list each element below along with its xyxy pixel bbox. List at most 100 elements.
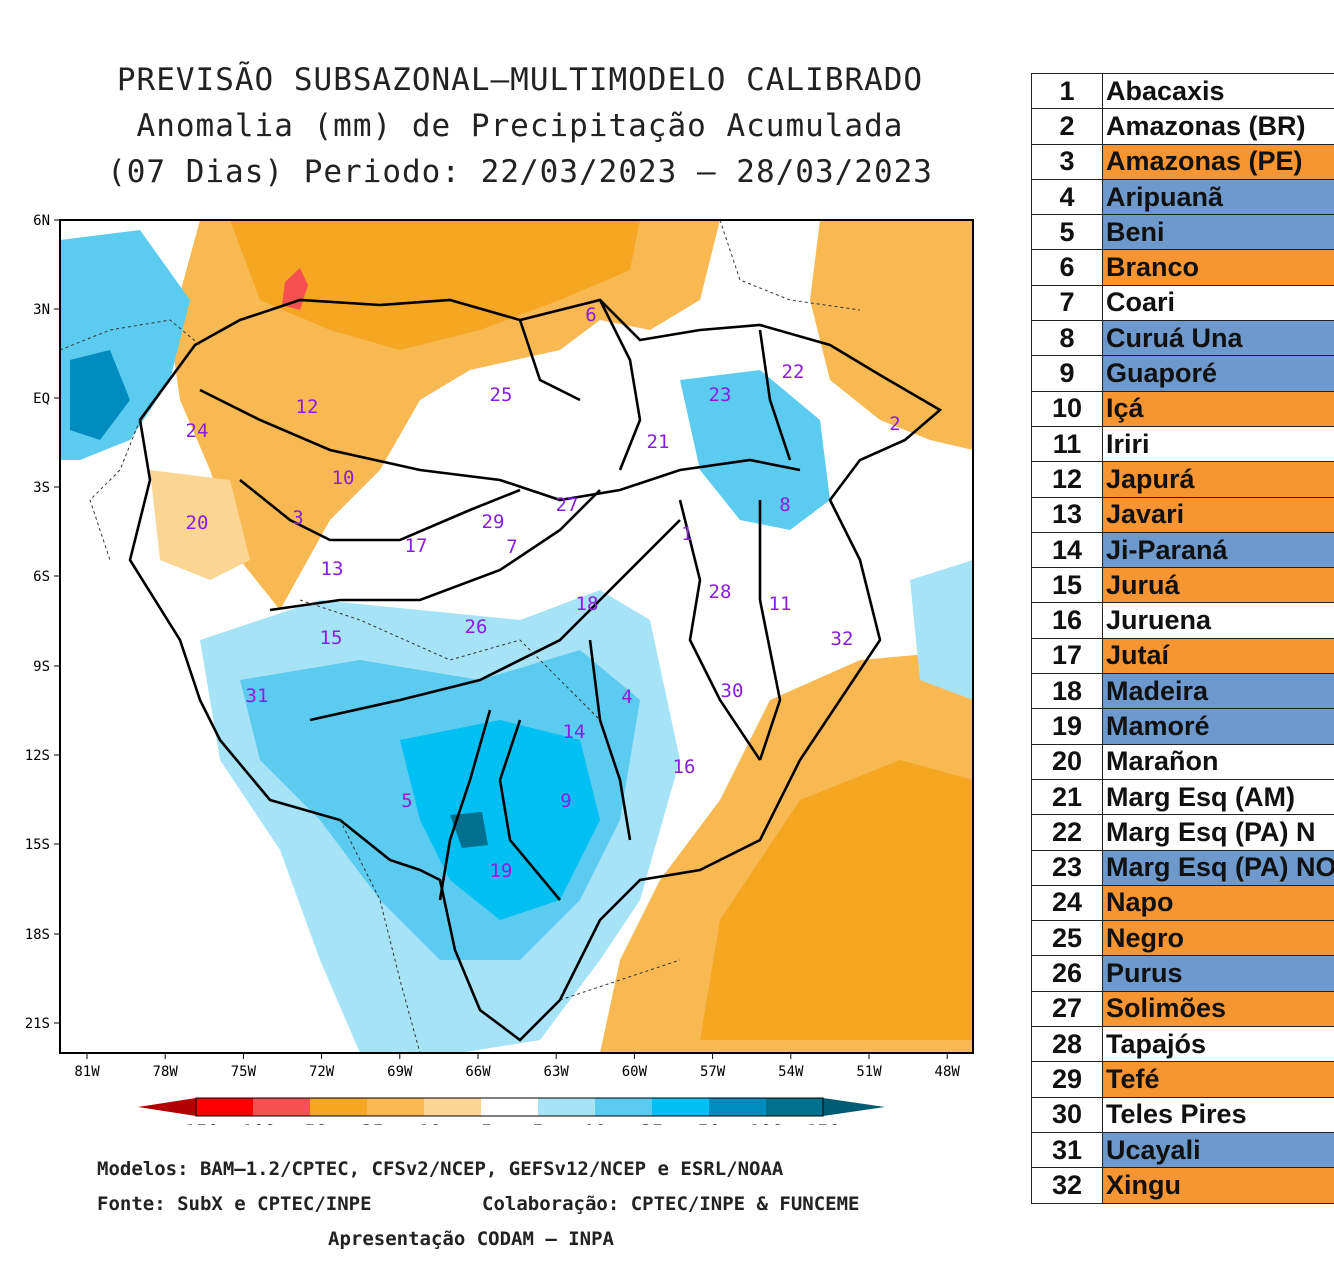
table-row: 23 Marg Esq (PA) NO xyxy=(1031,849,1334,886)
basin-number: 18 xyxy=(1031,673,1103,710)
lon-tick-label: 66W xyxy=(465,1064,491,1080)
lon-tick-label: 81W xyxy=(74,1064,100,1080)
colorbar-label: −100 xyxy=(230,1121,276,1125)
basin-number: 1 xyxy=(1031,72,1103,110)
table-row: 12 Japurá xyxy=(1031,461,1334,498)
basin-number-label: 11 xyxy=(769,593,792,615)
basin-number-label: 31 xyxy=(246,685,269,707)
table-row: 5 Beni xyxy=(1031,214,1334,251)
colorbar-left-triangle xyxy=(138,1098,196,1116)
latitude-axis: 6N 3N EQ 3S 6S 9S 12S 15S 18S 21S xyxy=(25,213,60,1032)
basin-number: 7 xyxy=(1031,284,1103,322)
footer-models: Modelos: BAM—1.2/CPTEC, CFSv2/NCEP, GEFS… xyxy=(97,1158,784,1180)
table-row: 21 Marg Esq (AM) xyxy=(1031,778,1334,816)
colorbar-label: −5 xyxy=(470,1121,493,1125)
colorbar-label: −50 xyxy=(293,1121,327,1125)
wet-anomaly-east-edge xyxy=(910,560,973,700)
basin-number: 16 xyxy=(1031,602,1103,639)
table-row: 18 Madeira xyxy=(1031,673,1334,710)
colorbar-labels: −150 −100 −50 −25 −10 −5 5 10 25 50 100 150 xyxy=(173,1121,840,1125)
colorbar-label: 5 xyxy=(532,1121,543,1125)
map-title-line-2: Anomalia (mm) de Precipitação Acumulada xyxy=(136,108,904,144)
precipitation-anomaly-map: 6N 3N EQ 3S 6S 9S 12S 15S 18S 21S 81W 78W 75W 72W 69W… xyxy=(25,213,974,1125)
basin-boundaries xyxy=(128,298,943,1042)
basin-name: Juruena xyxy=(1102,602,1334,639)
basin-number: 15 xyxy=(1031,567,1103,604)
basin-number-label: 32 xyxy=(831,628,854,650)
basin-number-label: 2 xyxy=(889,413,900,435)
basin-number: 21 xyxy=(1031,778,1103,816)
basin-number-label: 27 xyxy=(556,494,579,516)
basin-number: 27 xyxy=(1031,990,1103,1028)
map-title-line-3: (07 Dias) Periodo: 22/03/2023 — 28/03/20… xyxy=(107,154,933,190)
colorbar-swatch xyxy=(652,1098,709,1116)
basin-number: 29 xyxy=(1031,1061,1103,1098)
lat-tick-label: 18S xyxy=(25,927,50,943)
basin-number-label: 28 xyxy=(709,581,732,603)
basin-number: 12 xyxy=(1031,461,1103,498)
table-row: 19 Mamoré xyxy=(1031,708,1334,745)
table-row: 3 Amazonas (PE) xyxy=(1031,143,1334,180)
wet-anomaly-east-central xyxy=(680,370,830,530)
basin-name: Madeira xyxy=(1102,673,1334,710)
lon-tick-label: 54W xyxy=(778,1064,804,1080)
basin-number: 11 xyxy=(1031,425,1103,463)
basin-name: Mamoré xyxy=(1102,708,1334,745)
table-row: 16 Juruena xyxy=(1031,602,1334,639)
lon-tick-label: 60W xyxy=(622,1064,648,1080)
footer-source: Fonte: SubX e CPTEC/INPE xyxy=(97,1193,372,1215)
table-row: 10 Içá xyxy=(1031,390,1334,427)
colorbar-swatch xyxy=(538,1098,595,1116)
basin-name: Abacaxis xyxy=(1102,72,1334,110)
anomaly-field xyxy=(60,220,973,1053)
basin-name: Amazonas (PE) xyxy=(1102,143,1334,180)
basin-number-label: 20 xyxy=(186,512,209,534)
table-row: 22 Marg Esq (PA) N xyxy=(1031,814,1334,851)
basin-number-label: 23 xyxy=(709,384,732,406)
lat-tick-label: 21S xyxy=(25,1016,50,1032)
basin-name: Marg Esq (AM) xyxy=(1102,778,1334,816)
table-row: 17 Jutaí xyxy=(1031,637,1334,675)
table-row: 9 Guaporé xyxy=(1031,355,1334,392)
colorbar xyxy=(138,1097,885,1117)
basin-number-label: 15 xyxy=(320,627,343,649)
table-row: 26 Purus xyxy=(1031,955,1334,992)
lon-tick-label: 57W xyxy=(700,1064,726,1080)
basin-name: Napo xyxy=(1102,884,1334,922)
table-row: 31 Ucayali xyxy=(1031,1131,1334,1169)
colorbar-swatch xyxy=(709,1098,766,1116)
basin-number: 22 xyxy=(1031,814,1103,851)
basin-number: 4 xyxy=(1031,178,1103,216)
lon-tick-label: 78W xyxy=(153,1064,179,1080)
basin-number-label: 19 xyxy=(490,860,513,882)
lon-tick-label: 51W xyxy=(856,1064,882,1080)
lat-tick-label: 3N xyxy=(33,302,50,318)
basin-number: 25 xyxy=(1031,920,1103,957)
dry-anomaly-northeast xyxy=(810,220,973,450)
basin-name: Curuá Una xyxy=(1102,320,1334,357)
basin-number: 2 xyxy=(1031,108,1103,145)
longitude-axis: 81W 78W 75W 72W 69W 66W 63W 60W 57W 54W 51W 48W xyxy=(74,1053,960,1080)
basin-number: 20 xyxy=(1031,743,1103,780)
footer-collaboration: Colaboração: CPTEC/INPE & FUNCEME xyxy=(482,1193,860,1215)
dry-anomaly-north-core xyxy=(230,220,640,350)
basin-name: Branco xyxy=(1102,249,1334,286)
lat-tick-label: 15S xyxy=(25,837,50,853)
basin-number-label: 9 xyxy=(560,790,571,812)
basin-name: Ucayali xyxy=(1102,1131,1334,1169)
basin-name: Japurá xyxy=(1102,461,1334,498)
colorbar-swatch xyxy=(310,1098,367,1116)
table-row: 25 Negro xyxy=(1031,920,1334,957)
basin-number-label: 3 xyxy=(292,507,303,529)
colorbar-label: −150 xyxy=(173,1121,219,1125)
basin-name: Ji-Paraná xyxy=(1102,531,1334,569)
basin-name: Javari xyxy=(1102,496,1334,533)
basin-name: Iriri xyxy=(1102,425,1334,463)
basin-number-label: 13 xyxy=(321,558,344,580)
basin-name: Tefé xyxy=(1102,1061,1334,1098)
table-row: 14 Ji-Paraná xyxy=(1031,531,1334,569)
table-row: 29 Tefé xyxy=(1031,1061,1334,1098)
table-row: 6 Branco xyxy=(1031,249,1334,286)
basin-number-label: 4 xyxy=(621,686,632,708)
basin-number: 26 xyxy=(1031,955,1103,992)
